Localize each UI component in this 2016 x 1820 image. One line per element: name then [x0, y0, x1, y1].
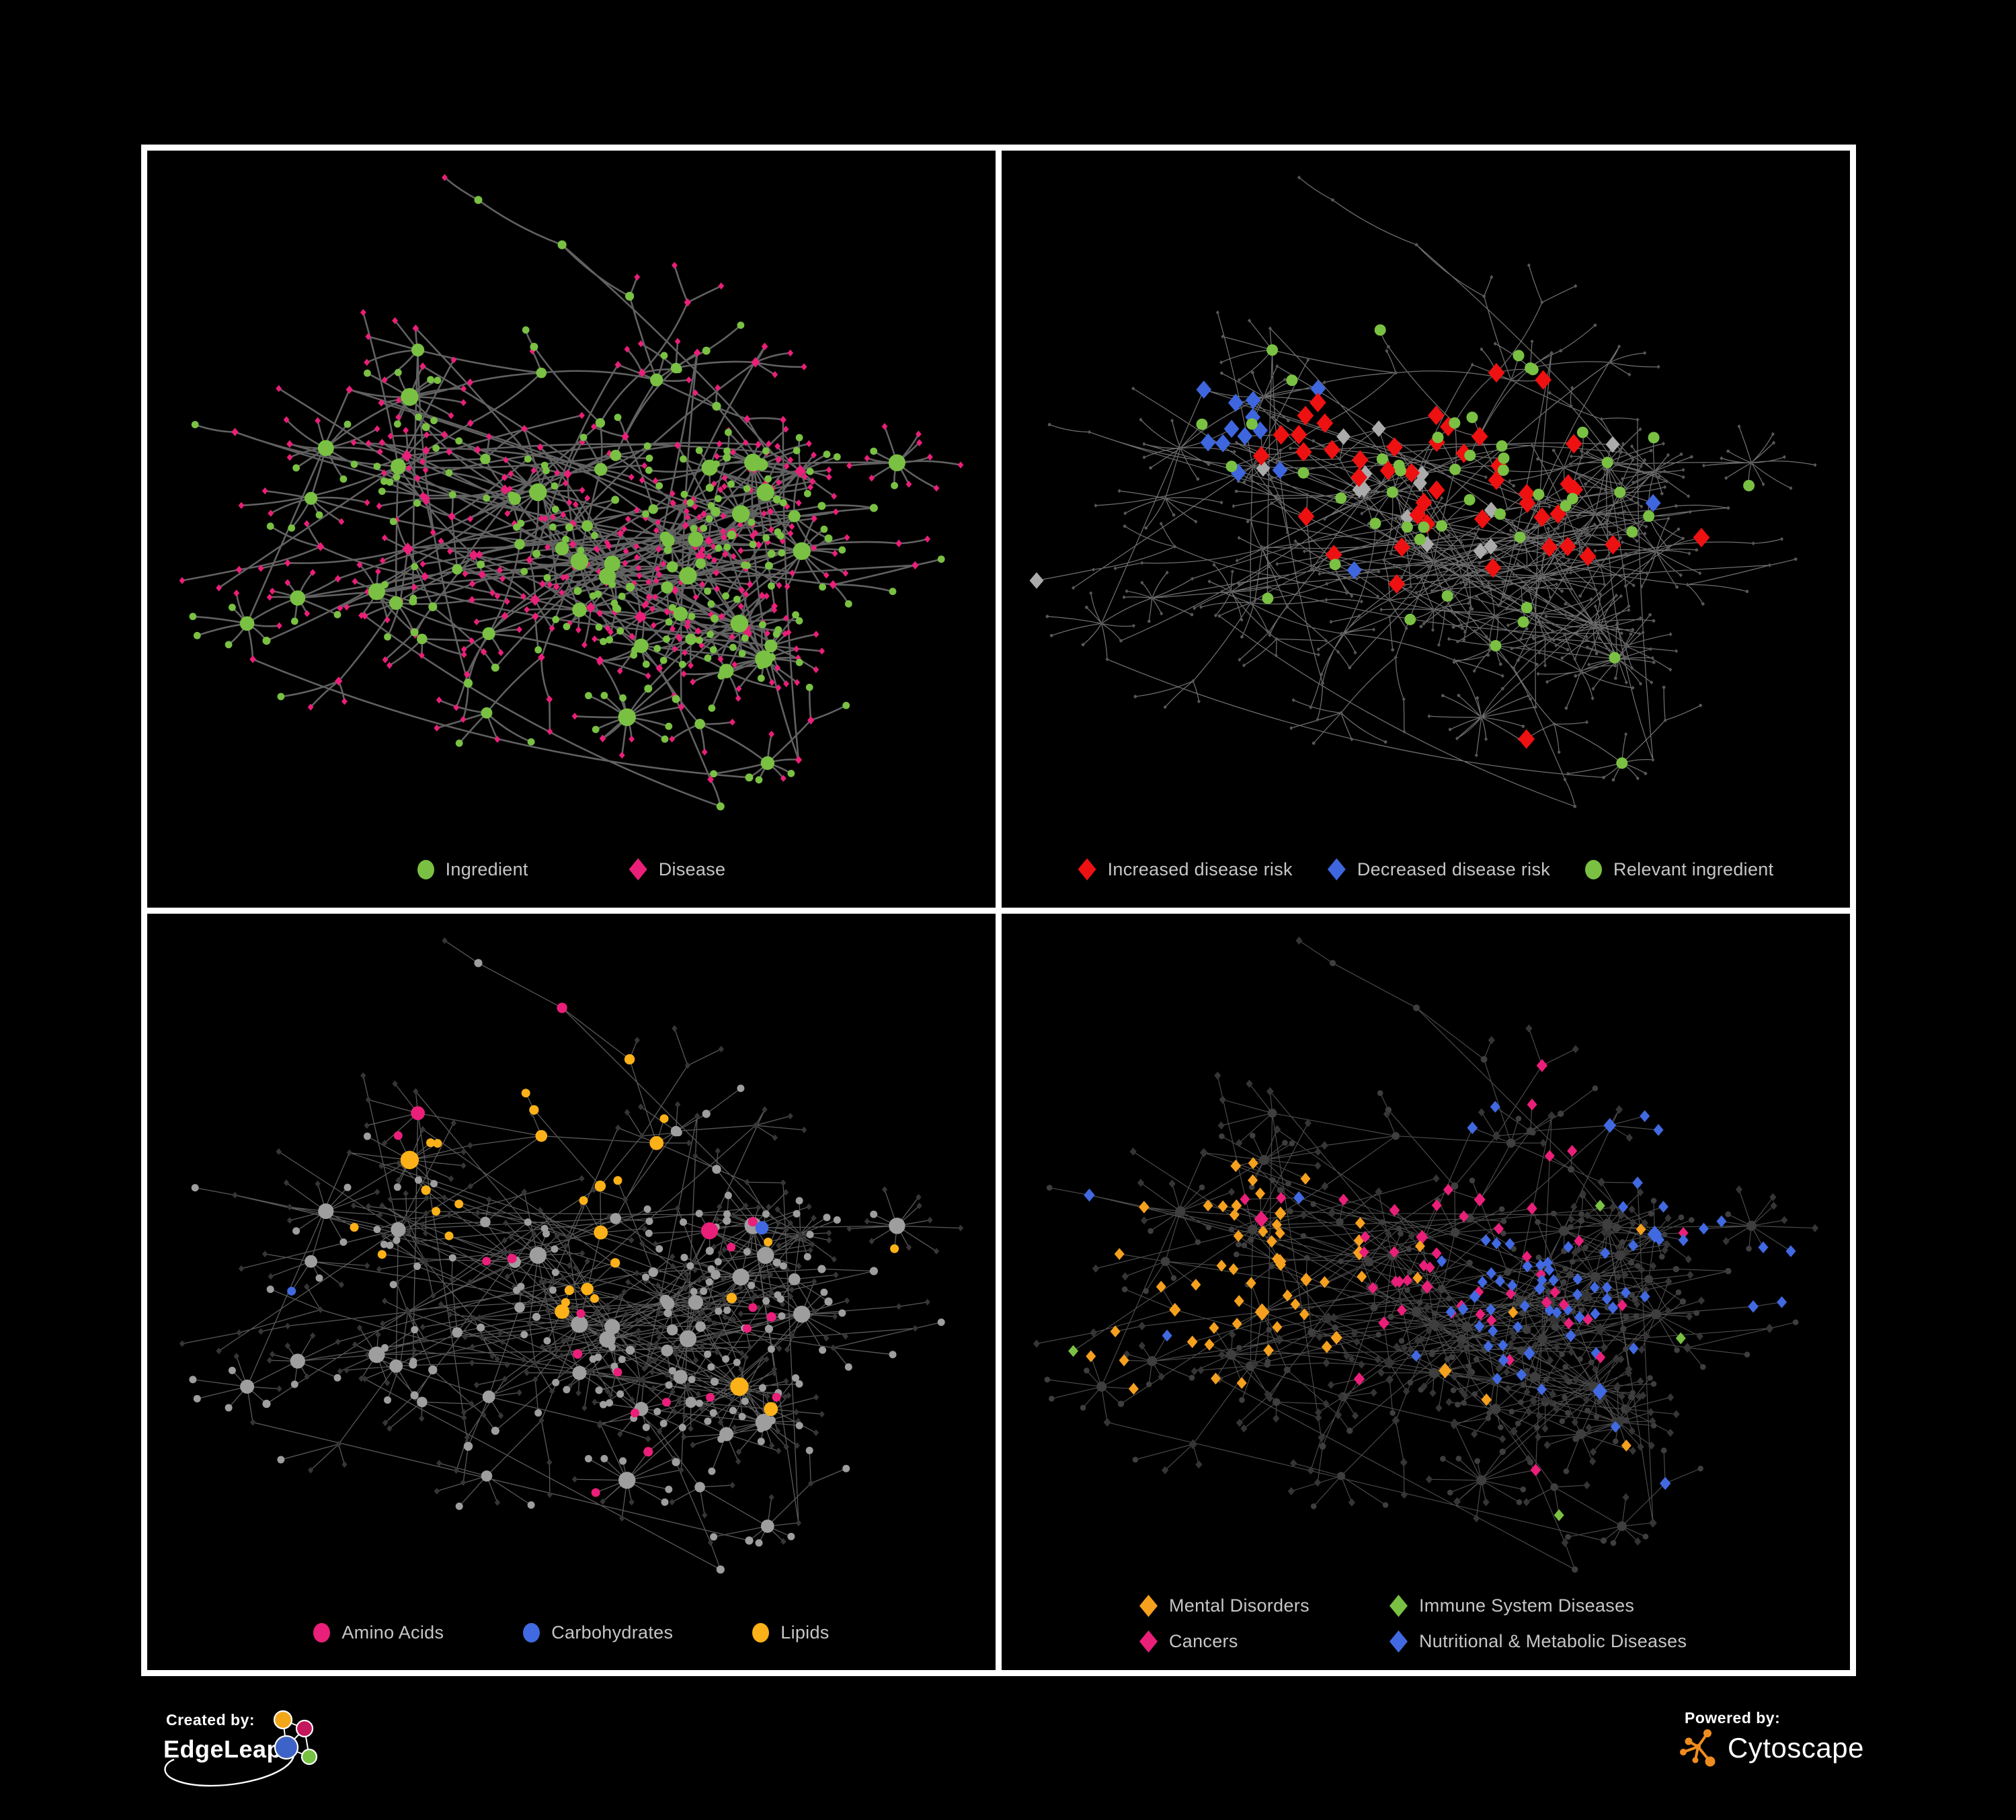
legend-label: Decreased disease risk	[1357, 859, 1551, 879]
legend-label: Cancers	[1169, 1631, 1238, 1651]
cytoscape-branding: Powered by: Cytoscape	[1675, 1701, 1877, 1778]
panel-disease-risk: Increased disease risk Decreased disease…	[1002, 151, 1850, 908]
decreased-risk-marker-icon	[1327, 858, 1346, 881]
legend-label: Ingredient	[445, 859, 528, 879]
legend-ingredient-disease: Ingredient Disease	[147, 858, 996, 881]
cytoscape-network-icon	[1680, 1729, 1716, 1767]
panel-disease-categories: Mental Disorders Immune System Diseases …	[1002, 913, 1850, 1670]
mental-disorders-marker-icon	[1139, 1595, 1158, 1617]
edgeleap-branding: Created by: EdgeLeap	[151, 1700, 339, 1807]
carbohydrates-marker-icon	[523, 1623, 540, 1643]
cytoscape-wordmark: Cytoscape	[1728, 1732, 1864, 1764]
legend-item-immune-system-diseases: Immune System Diseases	[1389, 1595, 1687, 1617]
legend-label: Mental Disorders	[1169, 1595, 1309, 1616]
legend-item-amino-acids: Amino Acids	[313, 1622, 444, 1643]
ingredient-marker-icon	[417, 859, 434, 879]
cytoscape-logo: Powered by: Cytoscape	[1680, 1709, 1864, 1767]
legend-item-cancers: Cancers	[1139, 1630, 1389, 1653]
edgeleap-node-green	[300, 1748, 318, 1766]
legend-item-ingredient: Ingredient	[417, 859, 528, 880]
edgeleap-node-magenta	[295, 1719, 314, 1738]
lipids-marker-icon	[752, 1623, 770, 1643]
legend-item-nutritional-metabolic-diseases: Nutritional & Metabolic Diseases	[1389, 1630, 1687, 1653]
network-ingredient-disease	[179, 173, 964, 811]
legend-item-carbohydrates: Carbohydrates	[523, 1622, 673, 1643]
edgeleap-wordmark: EdgeLeap	[163, 1735, 282, 1763]
network-disease-categories	[1033, 936, 1819, 1573]
legend-label: Lipids	[780, 1622, 830, 1643]
legend-label: Carbohydrates	[551, 1622, 674, 1643]
legend-item-increased-risk: Increased disease risk	[1078, 858, 1293, 881]
nutritional-metabolic-diseases-marker-icon	[1389, 1630, 1408, 1653]
created-by-label: Created by:	[166, 1711, 255, 1729]
edgeleap-node-orange	[273, 1710, 293, 1730]
increased-risk-marker-icon	[1078, 858, 1096, 881]
figure-frame: Ingredient Disease Increased disease ris…	[141, 145, 1856, 1676]
legend-item-lipids: Lipids	[752, 1622, 829, 1643]
edgeleap-node-blue	[274, 1735, 299, 1760]
legend-item-disease: Disease	[629, 858, 726, 881]
legend-item-decreased-risk: Decreased disease risk	[1327, 858, 1551, 881]
legend-disease-risk: Increased disease risk Decreased disease…	[1002, 858, 1850, 881]
immune-system-diseases-marker-icon	[1389, 1595, 1408, 1617]
legend-disease-categories: Mental Disorders Immune System Diseases …	[1139, 1595, 1687, 1653]
network-nutrient-categories	[179, 937, 964, 1574]
legend-label: Nutritional & Metabolic Diseases	[1419, 1631, 1687, 1651]
legend-label: Immune System Diseases	[1419, 1595, 1635, 1616]
cancers-marker-icon	[1139, 1630, 1158, 1653]
disease-marker-icon	[629, 858, 647, 881]
edgeleap-swoop-stroke	[164, 1755, 295, 1787]
legend-label: Disease	[658, 859, 726, 879]
network-disease-risk	[1029, 175, 1817, 808]
legend-item-relevant-ingredient: Relevant ingredient	[1585, 859, 1773, 880]
legend-label: Amino Acids	[341, 1622, 444, 1643]
legend-nutrient-categories: Amino Acids Carbohydrates Lipids	[147, 1622, 996, 1643]
panel-nutrient-categories: Amino Acids Carbohydrates Lipids	[147, 913, 996, 1670]
legend-item-mental-disorders: Mental Disorders	[1139, 1595, 1389, 1617]
relevant-ingredient-marker-icon	[1585, 859, 1603, 879]
edgeleap-network-icon	[164, 1710, 318, 1787]
edgeleap-logo: Created by: EdgeLeap	[163, 1710, 318, 1787]
legend-label: Increased disease risk	[1107, 859, 1293, 879]
legend-label: Relevant ingredient	[1613, 859, 1774, 879]
powered-by-label: Powered by:	[1685, 1709, 1780, 1727]
amino-acids-marker-icon	[313, 1623, 331, 1643]
panel-ingredient-disease: Ingredient Disease	[147, 151, 996, 908]
